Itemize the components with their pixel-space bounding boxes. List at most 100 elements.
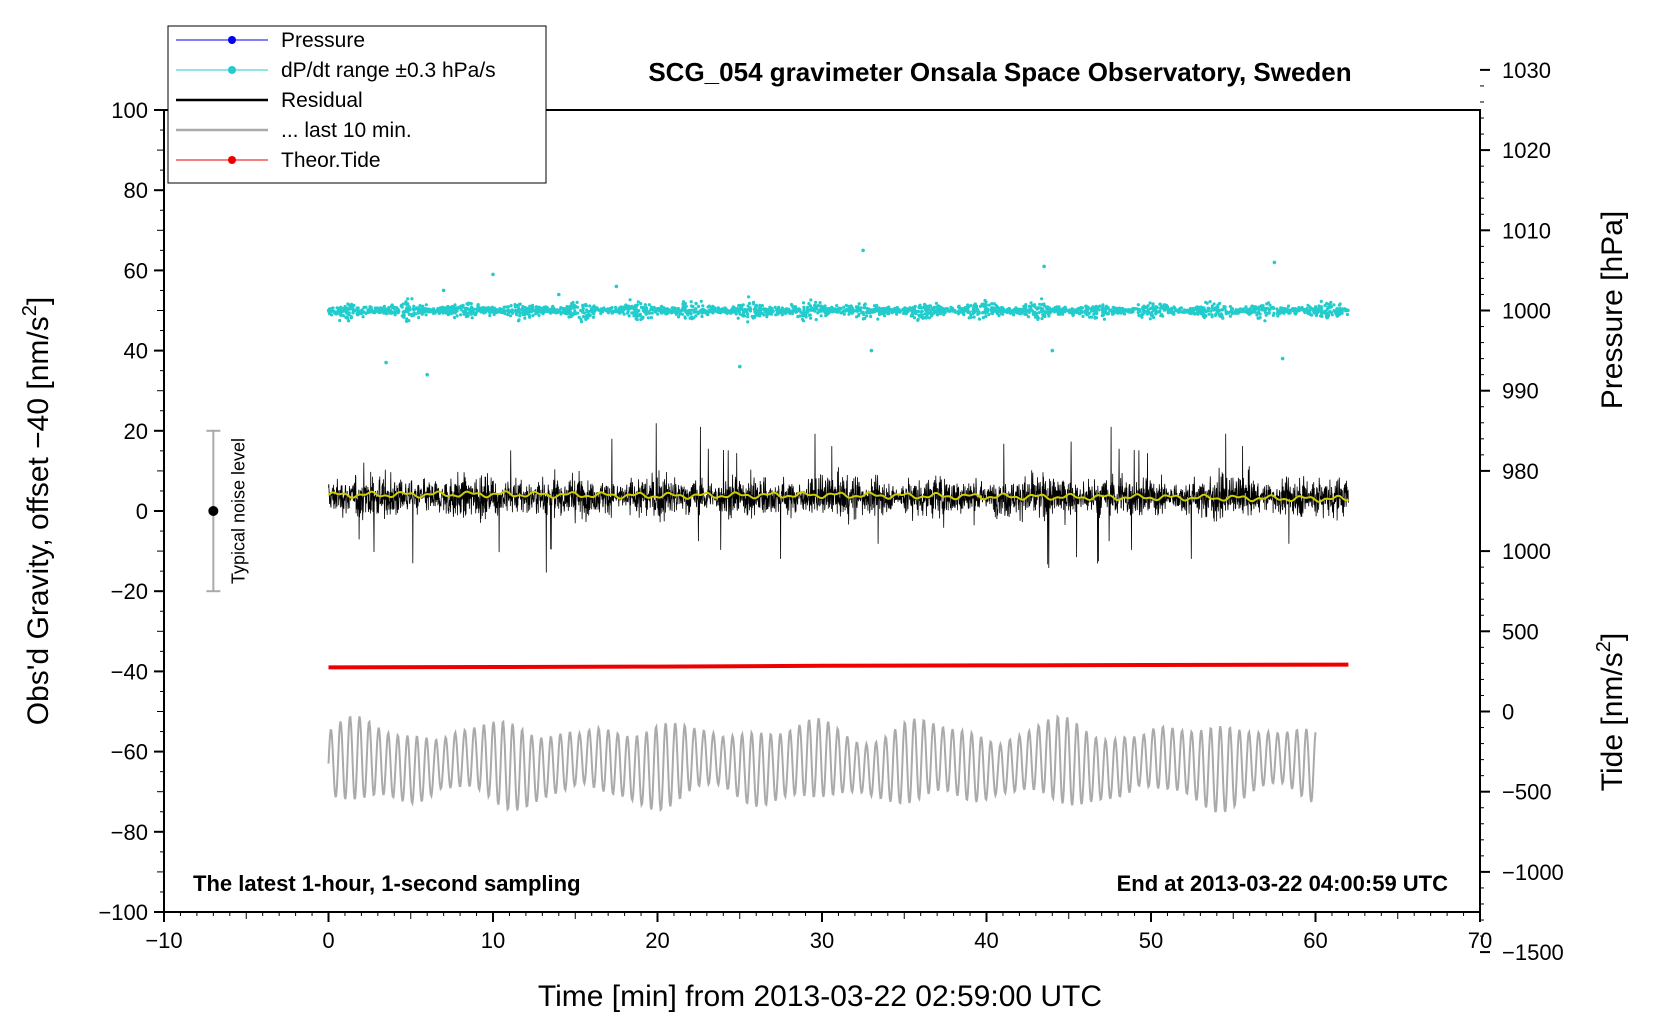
dpdt-point — [585, 308, 589, 312]
dpdt-point — [1043, 312, 1047, 316]
dpdt-point — [561, 309, 565, 313]
dpdt-point — [889, 307, 893, 311]
dpdt-point — [1029, 301, 1033, 305]
dpdt-point — [447, 311, 451, 315]
dpdt-point — [819, 314, 823, 318]
dpdt-point — [1276, 310, 1280, 314]
dpdt-point — [994, 310, 998, 314]
dpdt-point — [1208, 300, 1212, 304]
dpdt-point — [1148, 317, 1152, 321]
dpdt-point — [925, 308, 929, 312]
dpdt-point — [1148, 301, 1152, 305]
dpdt-point — [924, 304, 929, 308]
dpdt-point — [400, 303, 404, 307]
dpdt-point — [1158, 310, 1162, 314]
dpdt-point — [405, 317, 409, 321]
dpdt-point — [918, 314, 922, 318]
dpdt-point — [748, 309, 753, 313]
dpdt-point — [761, 307, 766, 311]
dpdt-point — [515, 313, 519, 317]
dpdt-point — [417, 306, 421, 310]
dpdt-point — [1141, 305, 1145, 309]
dpdt-point — [1253, 307, 1257, 311]
dpdt-point — [682, 305, 687, 309]
dpdt-point — [775, 308, 779, 312]
noise-bar-dot — [208, 506, 219, 516]
dpdt-point — [927, 316, 932, 320]
dpdt-point — [630, 311, 634, 315]
dpdt-point — [793, 309, 797, 313]
dpdt-point — [830, 310, 834, 314]
dpdt-point — [814, 318, 818, 322]
dpdt-point — [681, 300, 686, 304]
dpdt-point — [707, 304, 711, 308]
dpdt-point — [627, 314, 631, 318]
dpdt-point — [1207, 312, 1211, 316]
dpdt-point — [1165, 303, 1169, 308]
dpdt-point — [1040, 303, 1044, 307]
dpdt-point — [1182, 308, 1186, 312]
dpdt-point — [1320, 314, 1324, 318]
dpdt-point — [493, 307, 497, 311]
dpdt-point — [622, 308, 626, 312]
dpdt-point — [1340, 311, 1344, 315]
dpdt-point — [1061, 312, 1065, 316]
dpdt-point — [406, 302, 410, 306]
dpdt-point — [1115, 310, 1119, 314]
legend-label: Pressure — [281, 29, 365, 52]
dpdt-point — [1161, 314, 1165, 318]
y-axis-title-pressure: Pressure [hPa] — [1596, 211, 1629, 409]
dpdt-point — [914, 309, 918, 313]
dpdt-point — [1309, 306, 1313, 310]
dpdt-point — [783, 308, 787, 312]
dpdt-point — [663, 311, 667, 315]
dpdt-point — [984, 314, 988, 318]
dpdt-point — [883, 314, 887, 318]
dpdt-point — [576, 311, 580, 315]
dpdt-point — [417, 316, 421, 320]
dpdt-point — [592, 305, 596, 309]
dpdt-point — [987, 303, 991, 307]
dpdt-point — [1268, 307, 1272, 311]
dpdt-point — [518, 314, 522, 318]
dpdt-point — [1249, 309, 1253, 313]
dpdt-point — [1303, 308, 1307, 312]
dpdt-point — [748, 301, 752, 305]
dpdt-point — [814, 300, 818, 304]
dpdt-point — [526, 307, 531, 311]
dpdt-point — [599, 307, 604, 311]
legend-item: dP/dt range ±0.3 hPa/s — [176, 59, 496, 82]
dpdt-point — [751, 300, 756, 304]
dpdt-point — [1199, 311, 1203, 316]
dpdt-point — [1111, 305, 1115, 309]
dpdt-point — [1212, 302, 1216, 306]
dpdt-point — [488, 313, 492, 318]
y-tick-label: 20 — [124, 419, 148, 444]
dpdt-point — [1346, 308, 1350, 312]
dpdt-point — [396, 307, 400, 311]
dpdt-point — [673, 306, 677, 310]
dpdt-point — [998, 309, 1002, 313]
dpdt-point — [855, 315, 859, 319]
legend: Pressure dP/dt range ±0.3 hPa/s Residual..… — [167, 25, 547, 184]
dpdt-point — [1338, 302, 1342, 306]
dpdt-point — [1191, 308, 1195, 312]
dpdt-point — [1209, 309, 1213, 313]
dpdt-point — [1329, 305, 1333, 309]
dpdt-point — [565, 305, 569, 309]
dpdt-point — [809, 298, 813, 302]
dpdt-point — [1250, 304, 1254, 308]
dpdt-point — [731, 305, 735, 309]
dpdt-point — [656, 308, 660, 312]
dpdt-point — [502, 305, 506, 309]
dpdt-point — [966, 303, 970, 307]
dpdt-point — [634, 317, 638, 321]
dpdt-point — [1258, 312, 1262, 316]
pressure-tick-label: 1010 — [1502, 218, 1551, 243]
dpdt-point — [358, 309, 363, 313]
dpdt-point — [875, 303, 879, 308]
dpdt-point — [592, 312, 596, 316]
dpdt-point — [528, 304, 532, 308]
dpdt-point — [886, 309, 890, 313]
